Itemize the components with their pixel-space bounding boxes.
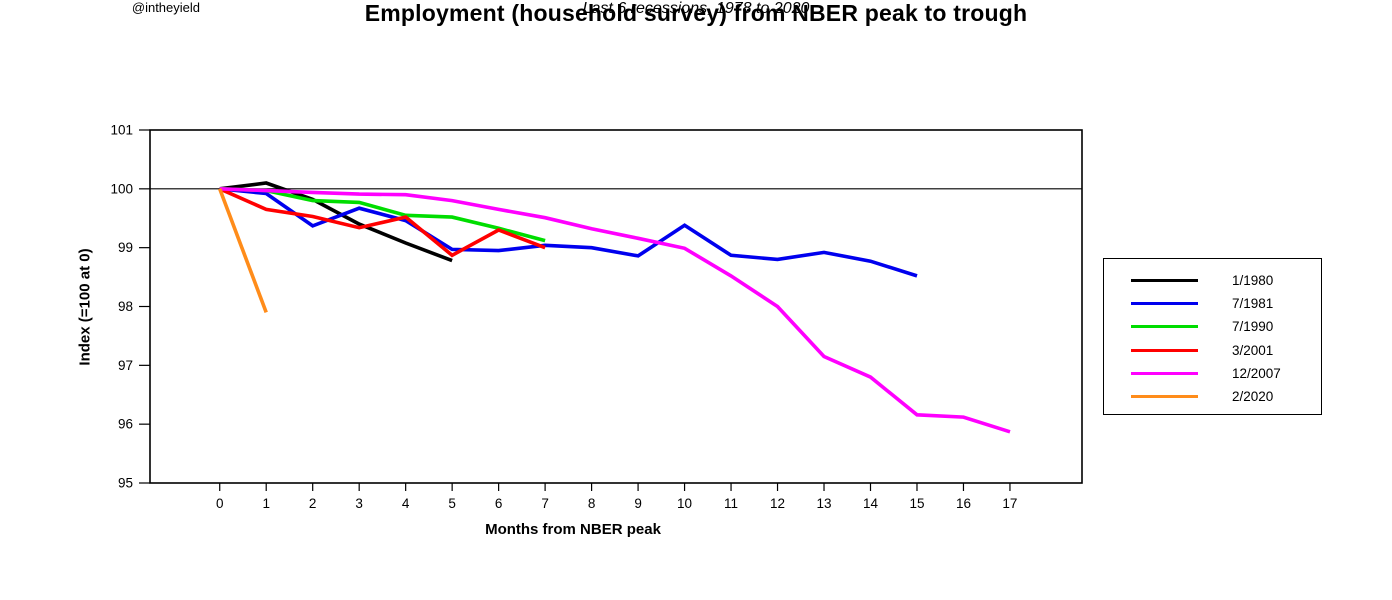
legend-line-swatch [1131, 395, 1198, 399]
page-title: Employment (household survey) from NBER … [364, 0, 1028, 26]
legend-item-7-1981: 7/1981 [1104, 292, 1321, 315]
legend-line-swatch [1131, 325, 1198, 329]
x-tick-label: 17 [1002, 496, 1017, 511]
x-tick-label: 6 [495, 496, 503, 511]
legend-item-7-1990: 7/1990 [1104, 315, 1321, 338]
x-tick-label: 3 [355, 496, 363, 511]
y-tick-label: 100 [110, 181, 133, 196]
series-line-12-2007 [219, 187, 1011, 434]
legend-box: 1/1980 7/1981 7/1990 3/2001 12/2007 2/2020 [1103, 258, 1322, 415]
x-tick-label: 9 [634, 496, 642, 511]
y-tick-label: 101 [110, 123, 133, 138]
legend-label: 7/1981 [1232, 296, 1274, 312]
x-tick-label: 13 [816, 496, 831, 511]
x-tick-label: 12 [770, 496, 785, 511]
series-line-2-2020 [218, 188, 268, 314]
legend-item-12-2007: 12/2007 [1104, 362, 1321, 385]
x-tick-label: 16 [956, 496, 971, 511]
legend-item-3-2001: 3/2001 [1104, 339, 1321, 362]
series-line-1-1980 [219, 181, 453, 263]
legend-label: 2/2020 [1232, 389, 1274, 405]
x-tick-label: 2 [309, 496, 317, 511]
legend-item-1-1980: 1/1980 [1104, 269, 1321, 292]
legend-line-swatch [1131, 371, 1198, 375]
x-tick-label: 15 [909, 496, 924, 511]
legend-label: 12/2007 [1232, 365, 1281, 381]
watermark: @intheyield [131, 0, 200, 15]
x-tick-label: 14 [863, 496, 879, 511]
x-tick-label: 8 [588, 496, 596, 511]
plot-border [149, 129, 1083, 484]
x-tick-label: 1 [262, 496, 270, 511]
y-tick-label: 97 [118, 358, 133, 373]
x-tick-label: 10 [677, 496, 692, 511]
y-tick-label: 98 [118, 299, 133, 314]
legend-line-swatch [1131, 348, 1198, 352]
y-tick-label: 95 [118, 476, 133, 491]
series-line-7-1981 [219, 187, 918, 278]
series-line-3-2001 [218, 187, 546, 258]
y-tick-label: 96 [118, 417, 133, 432]
legend-label: 7/1990 [1232, 319, 1274, 335]
page-subtitle: Last 6 recessions, 1978 to 2020 [582, 0, 810, 17]
y-axis-label: Index (=100 at 0) [76, 248, 94, 366]
y-tick-label: 99 [118, 240, 133, 255]
x-tick-label: 11 [724, 496, 738, 511]
x-tick-label: 5 [448, 496, 456, 511]
x-tick-label: 4 [402, 496, 410, 511]
legend-label: 1/1980 [1232, 273, 1274, 289]
legend-line-swatch [1131, 302, 1198, 306]
x-tick-label: 0 [216, 496, 224, 511]
x-tick-label: 7 [541, 496, 549, 511]
legend-line-swatch [1131, 279, 1198, 283]
legend-label: 3/2001 [1232, 342, 1274, 358]
x-axis-label: Months from NBER peak [485, 521, 661, 538]
legend-item-2-2020: 2/2020 [1104, 385, 1321, 408]
